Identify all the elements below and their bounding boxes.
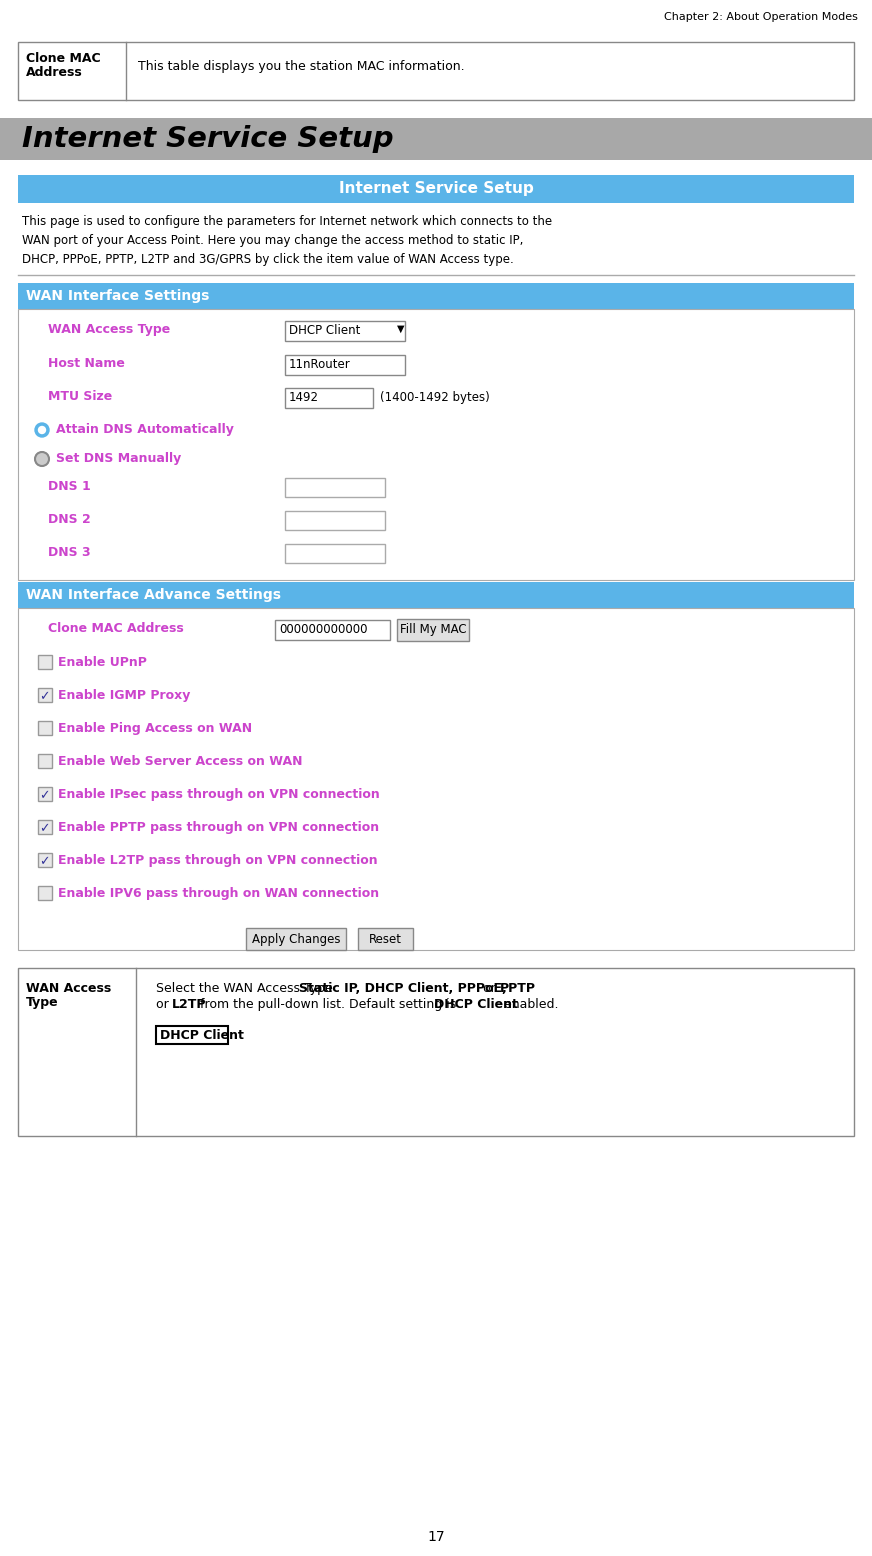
Text: Enable Web Server Access on WAN: Enable Web Server Access on WAN [58, 755, 303, 769]
Text: enabled.: enabled. [501, 997, 559, 1011]
Text: DHCP Client: DHCP Client [160, 1029, 244, 1043]
Text: or: or [479, 982, 500, 994]
Bar [285, 355, 405, 375]
Text: WAN Interface Settings: WAN Interface Settings [26, 289, 209, 303]
Text: Fill My MAC: Fill My MAC [399, 622, 467, 636]
Bar [285, 510, 385, 531]
Bar [18, 283, 854, 310]
Text: Set DNS Manually: Set DNS Manually [56, 451, 181, 465]
Text: 17: 17 [427, 1530, 445, 1544]
Text: L2TP: L2TP [172, 997, 207, 1011]
Circle shape [38, 426, 45, 434]
Text: This table displays you the station MAC information.: This table displays you the station MAC … [138, 61, 465, 73]
Bar [38, 720, 52, 734]
Bar [18, 968, 854, 1136]
Text: Type: Type [26, 996, 58, 1008]
Bar [285, 545, 385, 563]
Text: Chapter 2: About Operation Modes: Chapter 2: About Operation Modes [664, 12, 858, 22]
Bar [285, 387, 373, 408]
Text: Internet Service Setup: Internet Service Setup [338, 180, 534, 196]
Text: 11nRouter: 11nRouter [289, 358, 351, 370]
Bar [275, 619, 390, 640]
Text: Attain DNS Automatically: Attain DNS Automatically [56, 423, 234, 436]
Text: Enable IGMP Proxy: Enable IGMP Proxy [58, 689, 190, 702]
Text: Enable L2TP pass through on VPN connection: Enable L2TP pass through on VPN connecti… [58, 854, 378, 867]
Bar [18, 310, 854, 580]
Text: Address: Address [26, 65, 83, 79]
Text: WAN Access: WAN Access [26, 982, 112, 994]
Text: PPTP: PPTP [501, 982, 536, 994]
Text: ✓: ✓ [39, 689, 50, 703]
Bar [18, 42, 854, 100]
Bar [246, 927, 346, 951]
Text: ✓: ✓ [39, 822, 50, 836]
Text: This page is used to configure the parameters for Internet network which connect: This page is used to configure the param… [22, 215, 552, 266]
Bar [18, 608, 854, 951]
Text: ✓: ✓ [39, 854, 50, 868]
Text: (1400-1492 bytes): (1400-1492 bytes) [380, 391, 490, 405]
Bar [38, 655, 52, 669]
Bar [18, 174, 854, 202]
Bar [18, 582, 854, 608]
Text: WAN Access Type: WAN Access Type [48, 324, 170, 336]
Text: or: or [156, 997, 173, 1011]
Text: WAN Interface Advance Settings: WAN Interface Advance Settings [26, 588, 281, 602]
Bar [38, 787, 52, 801]
Bar [397, 619, 469, 641]
Text: DHCP Client: DHCP Client [289, 324, 360, 338]
Bar [156, 1025, 228, 1044]
Text: 1492: 1492 [289, 391, 319, 405]
Text: Clone MAC: Clone MAC [26, 51, 100, 65]
Bar [38, 688, 52, 702]
Text: Apply Changes: Apply Changes [252, 934, 340, 946]
Text: MTU Size: MTU Size [48, 391, 112, 403]
Text: from the pull-down list. Default setting is: from the pull-down list. Default setting… [196, 997, 460, 1011]
Text: DNS 1: DNS 1 [48, 479, 91, 493]
Text: Clone MAC Address: Clone MAC Address [48, 622, 184, 635]
Text: ▼: ▼ [397, 324, 405, 335]
Text: Enable IPsec pass through on VPN connection: Enable IPsec pass through on VPN connect… [58, 787, 379, 801]
Text: 000000000000: 000000000000 [279, 622, 367, 636]
Text: Reset: Reset [369, 934, 401, 946]
Bar [285, 321, 405, 341]
Text: Enable Ping Access on WAN: Enable Ping Access on WAN [58, 722, 252, 734]
Text: Enable UPnP: Enable UPnP [58, 657, 146, 669]
Text: Static IP, DHCP Client, PPPoE,: Static IP, DHCP Client, PPPoE, [299, 982, 507, 994]
Text: DNS 2: DNS 2 [48, 513, 91, 526]
Text: ✓: ✓ [39, 789, 50, 801]
Text: Host Name: Host Name [48, 356, 125, 370]
Text: Internet Service Setup: Internet Service Setup [22, 124, 393, 152]
Text: Select the WAN Access Type: Select the WAN Access Type [156, 982, 337, 994]
Circle shape [35, 451, 49, 465]
Bar [38, 820, 52, 834]
Bar [0, 118, 872, 160]
Text: Enable IPV6 pass through on WAN connection: Enable IPV6 pass through on WAN connecti… [58, 887, 379, 899]
Bar [38, 853, 52, 867]
Bar [38, 755, 52, 769]
Text: DNS 3: DNS 3 [48, 546, 91, 559]
Bar [38, 885, 52, 899]
Text: DHCP Client: DHCP Client [434, 997, 518, 1011]
Circle shape [35, 423, 49, 437]
Bar [285, 478, 385, 496]
Bar [358, 927, 413, 951]
Text: Enable PPTP pass through on VPN connection: Enable PPTP pass through on VPN connecti… [58, 822, 379, 834]
